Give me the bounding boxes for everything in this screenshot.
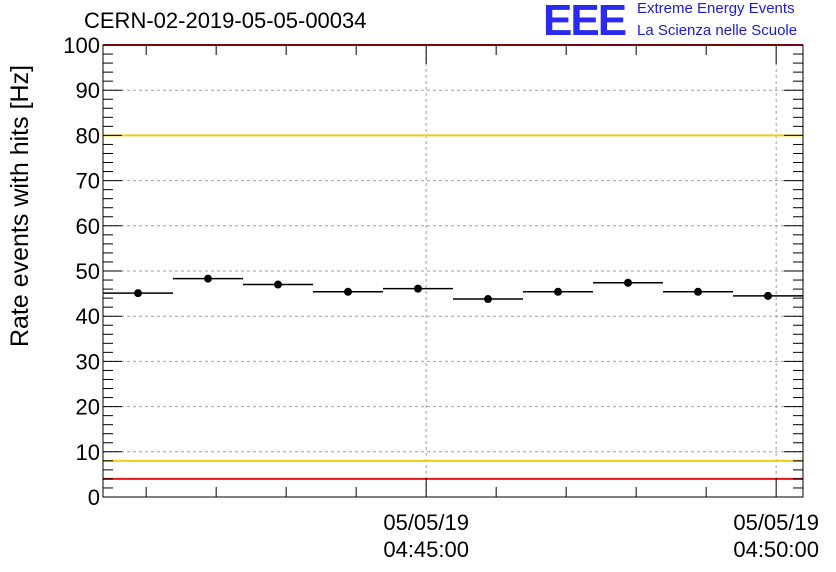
logo-line-2: La Scienza nelle Scuole	[637, 22, 798, 39]
data-point	[764, 291, 772, 300]
data-point	[484, 295, 492, 304]
y-tick-label: 100	[63, 33, 100, 58]
y-tick-label: 10	[76, 440, 100, 465]
data-point	[274, 280, 282, 289]
data-point	[554, 287, 562, 296]
data-point	[624, 278, 632, 287]
y-tick-label: 70	[76, 169, 100, 194]
data-point	[204, 274, 212, 283]
logo-mark: EEE	[543, 0, 627, 45]
data-points	[103, 274, 803, 304]
grid	[103, 45, 803, 497]
logo-line-1: Extreme Energy Events	[637, 0, 795, 17]
y-tick-label: 0	[88, 485, 100, 510]
y-tick-label: 60	[76, 214, 100, 239]
data-point	[134, 289, 142, 298]
plot-frame	[102, 44, 804, 498]
y-tick-label: 30	[76, 349, 100, 374]
x-tick-date: 05/05/19	[733, 510, 819, 535]
x-tick-time: 04:45:00	[383, 537, 469, 562]
chart-title: CERN-02-2019-05-05-00034	[84, 8, 367, 33]
y-tick-label: 90	[76, 78, 100, 103]
y-axis-label: Rate events with hits [Hz]	[6, 65, 34, 347]
x-tick-date: 05/05/19	[383, 510, 469, 535]
y-tick-labels: 0 10 20 30 40 50 60 70 80 90 100	[63, 33, 100, 510]
reference-lines	[103, 44, 803, 480]
data-point	[344, 287, 352, 296]
x-tick-time: 04:50:00	[733, 537, 819, 562]
y-tick-label: 20	[76, 395, 100, 420]
eee-logo: EEE Extreme Energy Events La Scienza nel…	[543, 0, 833, 44]
y-tick-label: 50	[76, 259, 100, 284]
data-point	[414, 284, 422, 293]
data-point	[694, 287, 702, 296]
y-tick-label: 40	[76, 304, 100, 329]
y-tick-label: 80	[76, 123, 100, 148]
